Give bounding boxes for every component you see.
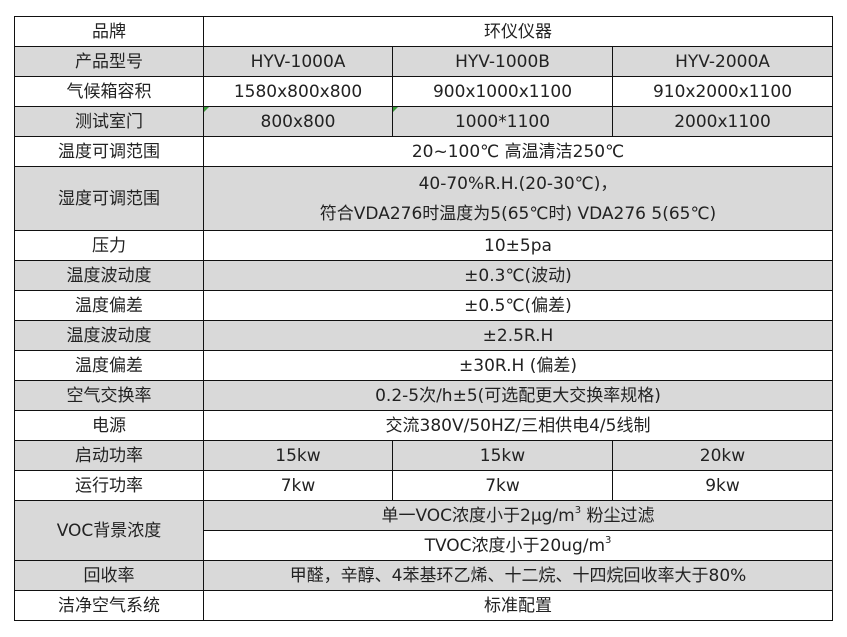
row-label: 温度可调范围 — [14, 136, 204, 167]
cell: HYV-1000B — [392, 46, 613, 77]
row-label: 气候箱容积 — [14, 76, 204, 107]
row-label: 温度波动度 — [14, 320, 204, 351]
cell: 2000x1100 — [612, 106, 833, 137]
cell: 10±5pa — [203, 230, 833, 261]
row-label: 洁净空气系统 — [14, 590, 204, 621]
cell: 1580x800x800 — [203, 76, 393, 107]
cell: 20kw — [612, 440, 833, 471]
cell: 15kw — [203, 440, 393, 471]
cell: 7kw — [203, 470, 393, 501]
cell: 单一VOC浓度小于2μg/m3 粉尘过滤 — [203, 500, 833, 531]
cell: ±0.3℃(波动) — [203, 260, 833, 291]
row-temp-range: 温度可调范围 20~100℃ 高温清洁250℃ — [14, 136, 833, 167]
cell: 7kw — [392, 470, 613, 501]
cell: 0.2-5次/h±5(可选配更大交换率规格) — [203, 380, 833, 411]
superscript: 3 — [605, 534, 612, 546]
row-label: 温度偏差 — [14, 290, 204, 321]
row-pressure: 压力 10±5pa — [14, 230, 833, 261]
cell: 20~100℃ 高温清洁250℃ — [203, 136, 833, 167]
row-label: 温度偏差 — [14, 350, 204, 381]
voc-line-1: 单一VOC浓度小于2μg/m — [381, 505, 575, 526]
row-air-exchange: 空气交换率 0.2-5次/h±5(可选配更大交换率规格) — [14, 380, 833, 411]
spec-table: 品牌 环仪仪器 产品型号 HYV-1000A HYV-1000B HYV-200… — [14, 16, 833, 621]
humidity-line-2: 符合VDA276时温度为5(65℃时) VDA276 5(65℃) — [319, 203, 717, 224]
row-label: 启动功率 — [14, 440, 204, 471]
cell: 40-70%R.H.(20-30℃)， 符合VDA276时温度为5(65℃时) … — [203, 166, 833, 231]
voc-line-1-tail: 粉尘过滤 — [581, 505, 655, 526]
row-label: VOC背景浓度 — [14, 500, 204, 561]
row-label: 品牌 — [14, 16, 204, 47]
cell: 9kw — [612, 470, 833, 501]
row-hum-fluct: 温度波动度 ±2.5R.H — [14, 320, 833, 351]
cell: ±0.5℃(偏差) — [203, 290, 833, 321]
row-model: 产品型号 HYV-1000A HYV-1000B HYV-2000A — [14, 46, 833, 77]
cell: HYV-1000A — [203, 46, 393, 77]
cell: 910x2000x1100 — [612, 76, 833, 107]
row-label: 湿度可调范围 — [14, 166, 204, 231]
row-power: 电源 交流380V/50HZ/三相供电4/5线制 — [14, 410, 833, 441]
row-voc-2: TVOC浓度小于20ug/m3 — [15, 530, 833, 561]
brand-value: 环仪仪器 — [203, 16, 833, 47]
row-run-power: 运行功率 7kw 7kw 9kw — [14, 470, 833, 501]
row-recovery: 回收率 甲醛，辛醇、4苯基环乙烯、十二烷、十四烷回收率大于80% — [14, 560, 833, 591]
cell: 1000*1100 — [392, 106, 613, 137]
row-label: 电源 — [14, 410, 204, 441]
voc-line-2: TVOC浓度小于20ug/m — [424, 535, 606, 556]
cell: 甲醛，辛醇、4苯基环乙烯、十二烷、十四烷回收率大于80% — [203, 560, 833, 591]
cell: TVOC浓度小于20ug/m3 — [203, 530, 833, 561]
row-voc-1: VOC背景浓度 单一VOC浓度小于2μg/m3 粉尘过滤 — [14, 500, 833, 561]
row-label: 测试室门 — [14, 106, 204, 137]
cell: 交流380V/50HZ/三相供电4/5线制 — [203, 410, 833, 441]
cell: ±30R.H (偏差) — [203, 350, 833, 381]
row-humidity-range: 湿度可调范围 40-70%R.H.(20-30℃)， 符合VDA276时温度为5… — [14, 166, 833, 231]
superscript: 3 — [574, 504, 582, 516]
row-label: 温度波动度 — [14, 260, 204, 291]
cell: HYV-2000A — [612, 46, 833, 77]
row-clean-air: 洁净空气系统 标准配置 — [14, 590, 833, 621]
row-door: 测试室门 800x800 1000*1100 2000x1100 — [14, 106, 833, 137]
cell: ±2.5R.H — [203, 320, 833, 351]
row-volume: 气候箱容积 1580x800x800 900x1000x1100 910x200… — [14, 76, 833, 107]
row-hum-dev: 温度偏差 ±30R.H (偏差) — [14, 350, 833, 381]
row-label: 产品型号 — [14, 46, 204, 77]
row-label: 回收率 — [14, 560, 204, 591]
row-label: 空气交换率 — [14, 380, 204, 411]
row-temp-fluct: 温度波动度 ±0.3℃(波动) — [14, 260, 833, 291]
row-label: 运行功率 — [14, 470, 204, 501]
cell: 800x800 — [203, 106, 393, 137]
cell: 15kw — [392, 440, 613, 471]
row-start-power: 启动功率 15kw 15kw 20kw — [14, 440, 833, 471]
row-temp-dev: 温度偏差 ±0.5℃(偏差) — [14, 290, 833, 321]
cell: 标准配置 — [203, 590, 833, 621]
row-brand: 品牌 环仪仪器 — [14, 16, 833, 47]
cell: 900x1000x1100 — [392, 76, 613, 107]
humidity-line-1: 40-70%R.H.(20-30℃)， — [418, 173, 618, 194]
row-label: 压力 — [14, 230, 204, 261]
